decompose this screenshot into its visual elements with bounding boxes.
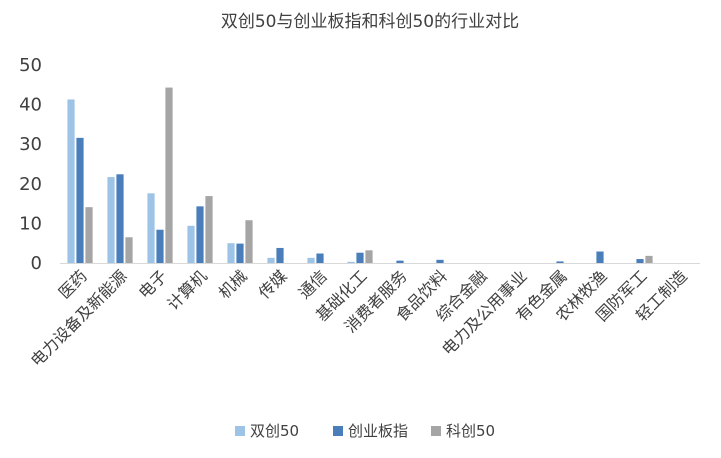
bar-1	[107, 177, 115, 263]
bar-3	[645, 255, 653, 263]
legend-label: 科创50	[446, 422, 495, 440]
y-tick-label: 10	[19, 213, 42, 234]
bar-1	[347, 261, 355, 263]
bar-2	[596, 251, 604, 263]
legend-label: 创业板指	[348, 422, 408, 440]
bar-2	[396, 260, 404, 263]
bar-2	[116, 174, 124, 263]
x-tick-label: 计算机	[163, 266, 210, 313]
bar-1	[267, 257, 275, 263]
bar-3	[205, 196, 213, 263]
y-tick-label: 20	[19, 174, 42, 195]
bar-2	[76, 137, 84, 263]
x-tick-label: 机械	[215, 266, 251, 302]
bar-2	[156, 229, 164, 263]
bar-3	[165, 87, 173, 263]
bar-2	[556, 261, 564, 263]
bar-2	[316, 253, 324, 263]
bar-2	[196, 206, 204, 263]
bar-2	[356, 252, 364, 263]
legend-swatch	[431, 426, 441, 436]
bar-2	[276, 247, 284, 263]
y-tick-label: 40	[19, 95, 42, 116]
bar-1	[187, 225, 195, 263]
bar-2	[236, 243, 244, 263]
bar-3	[245, 220, 253, 263]
x-tick-label: 传媒	[255, 266, 291, 302]
bar-3	[125, 237, 133, 263]
legend-swatch	[235, 426, 245, 436]
bar-3	[85, 207, 93, 263]
y-tick-label: 0	[31, 253, 42, 274]
legend-label: 双创50	[250, 422, 299, 440]
bar-3	[365, 250, 373, 263]
bar-2	[436, 259, 444, 263]
bar-series	[67, 87, 653, 263]
bar-1	[227, 243, 235, 263]
y-axis-ticks: 0 10 20 30 40 50	[19, 55, 42, 274]
y-tick-label: 50	[19, 55, 42, 76]
bar-1	[307, 257, 315, 263]
bar-2	[636, 259, 644, 263]
bar-1	[147, 193, 155, 263]
chart-title: 双创50与创业板指和科创50的行业对比	[221, 12, 519, 32]
bar-1	[67, 99, 75, 263]
y-tick-label: 30	[19, 134, 42, 155]
legend-swatch	[333, 426, 343, 436]
legend: 双创50 创业板指 科创50	[235, 422, 495, 440]
